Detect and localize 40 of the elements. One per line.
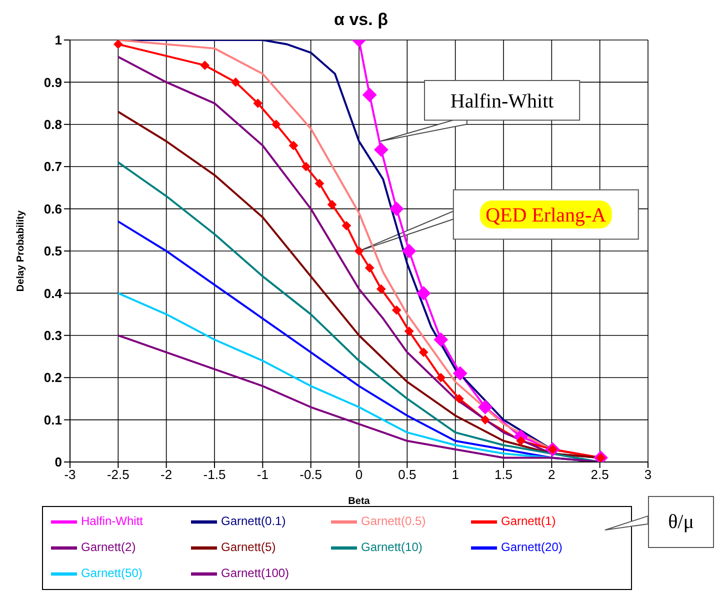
annotation: QED Erlang-A <box>486 204 607 226</box>
x-tick-label: 1.5 <box>494 467 513 482</box>
legend-label: Garnett(1) <box>501 514 556 528</box>
y-tick-label: 0.3 <box>44 328 62 344</box>
legend-label: Garnett(5) <box>221 540 276 554</box>
y-tick-label: 1 <box>54 32 62 48</box>
x-tick-label: -1 <box>256 467 268 482</box>
annotation: Halfin-Whitt <box>450 90 554 112</box>
legend-label: Garnett(2) <box>81 540 136 554</box>
x-tick-label: 2.5 <box>590 467 609 482</box>
x-axis-title: Beta <box>348 496 370 507</box>
x-tick-label: 0.5 <box>398 467 416 482</box>
y-tick-label: 0.2 <box>44 370 62 386</box>
x-tick-label: -0.5 <box>300 467 322 482</box>
y-tick-label: 0.6 <box>44 201 62 216</box>
legend-label: Halfin-Whitt <box>81 514 144 528</box>
y-tick-label: 0.9 <box>44 74 62 90</box>
legend-label: Garnett(10) <box>361 540 422 554</box>
x-tick-label: -3 <box>64 467 76 482</box>
x-tick-label: 3 <box>644 467 652 482</box>
chart-title: α vs. β <box>333 9 389 31</box>
y-axis-title: Delay Probability <box>16 210 27 292</box>
x-tick-label: 0 <box>355 467 363 482</box>
legend-label: Garnett(50) <box>81 566 142 580</box>
y-tick-label: 0 <box>54 454 62 470</box>
y-tick-label: 0.5 <box>44 244 62 259</box>
legend-label: Garnett(100) <box>221 566 290 580</box>
text: θ/μ <box>648 496 714 548</box>
y-tick-label: 0.7 <box>44 159 62 174</box>
legend-label: Garnett(0.5) <box>361 514 426 528</box>
x-tick-label: -1.5 <box>203 467 226 482</box>
y-tick-label: 0.1 <box>44 412 62 428</box>
y-tick-label: 0.4 <box>44 286 63 301</box>
x-tick-label: 1 <box>452 467 459 482</box>
y-tick-label: 0.8 <box>44 117 62 132</box>
x-tick-label: -2 <box>160 467 172 482</box>
x-tick-label: 2 <box>548 467 556 482</box>
x-tick-label: -2.5 <box>106 467 130 482</box>
legend-label: Garnett(0.1) <box>221 514 286 528</box>
legend-label: Garnett(20) <box>501 540 562 554</box>
